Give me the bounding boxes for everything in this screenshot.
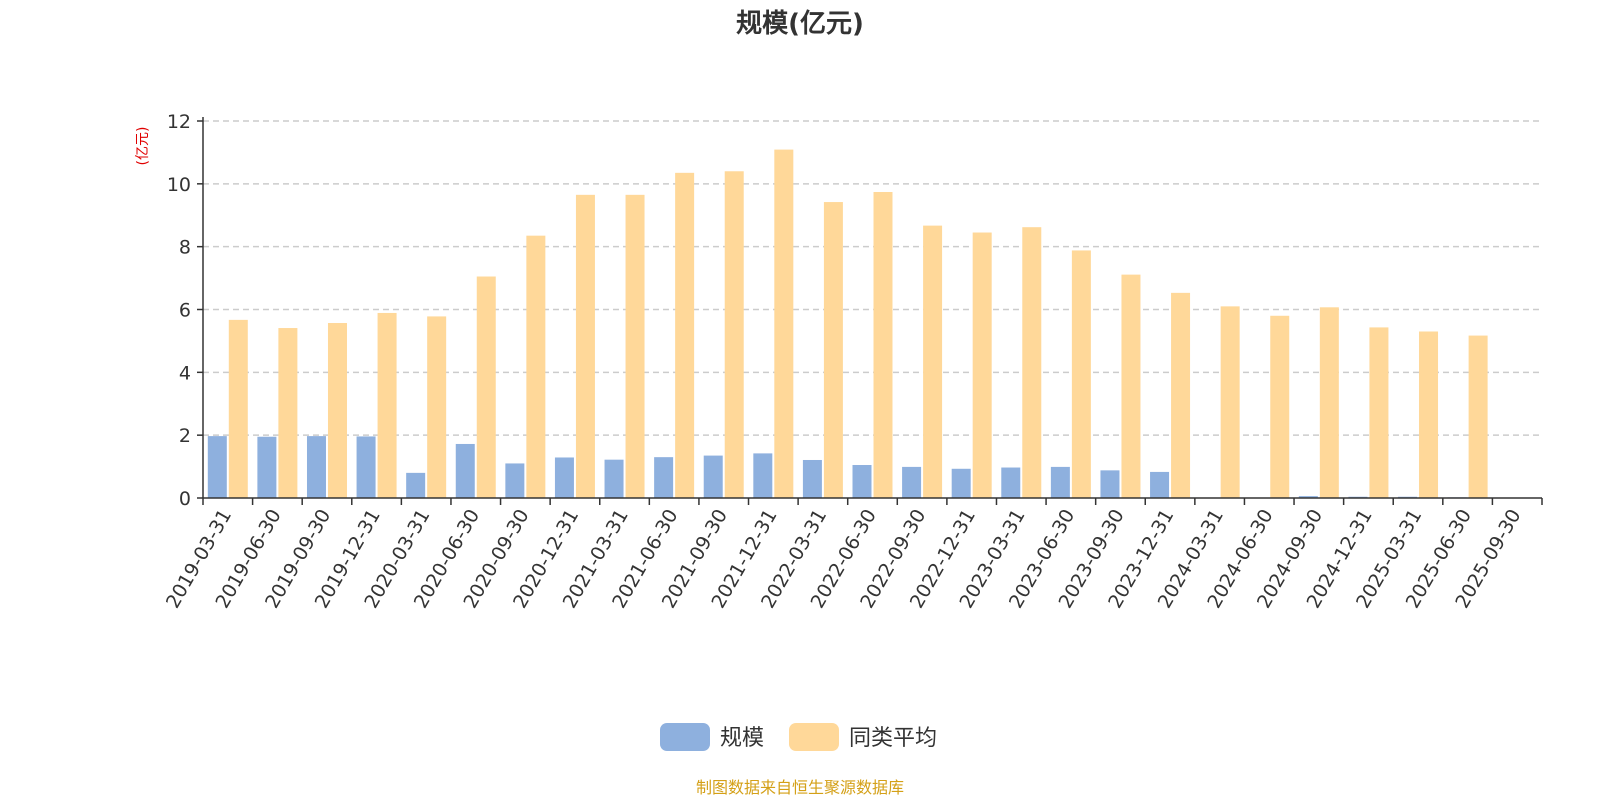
bar-category-average[interactable] [526,235,546,498]
bar-category-average[interactable] [1171,292,1191,498]
bar-scale[interactable] [753,453,773,498]
grid-lines [203,120,1542,436]
bar-category-average[interactable] [923,225,943,498]
bar-scale[interactable] [802,459,822,498]
bar-category-average[interactable] [823,202,843,498]
bar-category-average[interactable] [1121,274,1141,498]
bar-scale[interactable] [1100,470,1120,498]
bar-category-average[interactable] [278,328,298,498]
legend-swatch[interactable] [660,723,710,751]
bar-category-average[interactable] [228,319,248,498]
bar-category-average[interactable] [724,171,744,498]
bar-category-average[interactable] [575,194,595,498]
data-source-note: 制图数据来自恒生聚源数据库 [696,778,904,797]
bar-scale[interactable] [1298,496,1318,498]
bar-scale[interactable] [1150,471,1170,498]
y-tick-label: 10 [167,174,191,196]
bar-scale[interactable] [703,455,723,498]
x-axis: 2019-03-312019-06-302019-09-302019-12-31… [162,497,1543,612]
bar-category-average[interactable] [427,316,447,498]
legend-swatch[interactable] [789,723,839,751]
bar-scale[interactable] [257,436,277,498]
bar-category-average[interactable] [675,172,695,498]
bar-scale[interactable] [1050,466,1070,498]
bar-category-average[interactable] [476,276,496,498]
bar-scale[interactable] [455,443,475,498]
bar-scale[interactable] [852,465,872,498]
bar-scale[interactable] [505,463,525,498]
bar-category-average[interactable] [774,149,794,498]
legend-label[interactable]: 同类平均 [849,726,937,751]
bar-scale[interactable] [654,457,674,498]
y-axis: 0 2 4 6 8 10 12 [167,111,204,510]
bar-scale[interactable] [306,436,326,498]
y-tick-label: 8 [179,237,191,259]
bar-category-average[interactable] [1419,331,1439,498]
y-axis-unit-label: (亿元) [135,127,151,166]
bar-scale[interactable] [951,468,971,498]
bar-category-average[interactable] [1022,227,1042,498]
bar-scale[interactable] [356,436,376,498]
y-tick-label: 4 [179,362,191,384]
bar-category-average[interactable] [1220,306,1240,498]
bar-scale[interactable] [1001,467,1021,498]
bar-category-average[interactable] [972,232,992,498]
bar-scale[interactable] [604,459,624,498]
bar-category-average[interactable] [1319,307,1339,498]
bar-category-average[interactable] [625,194,645,498]
bars [207,149,1517,499]
bar-category-average[interactable] [327,323,347,498]
bar-scale[interactable] [902,466,922,498]
bar-scale[interactable] [207,436,227,498]
legend[interactable]: 规模 同类平均 [660,723,937,751]
y-tick-label: 12 [167,111,191,133]
bar-scale[interactable] [406,472,426,498]
legend-label[interactable]: 规模 [720,726,764,751]
chart-title: 规模(亿元) [736,9,864,39]
y-tick-label: 6 [179,300,191,322]
bar-category-average[interactable] [1369,327,1389,498]
y-tick-label: 2 [179,425,191,447]
bar-category-average[interactable] [1071,250,1091,498]
bar-category-average[interactable] [1468,335,1488,498]
bar-category-average[interactable] [377,312,397,498]
y-tick-label: 0 [179,488,191,510]
bar-scale[interactable] [554,457,574,498]
bar-category-average[interactable] [1270,315,1290,498]
bar-category-average[interactable] [873,192,893,499]
